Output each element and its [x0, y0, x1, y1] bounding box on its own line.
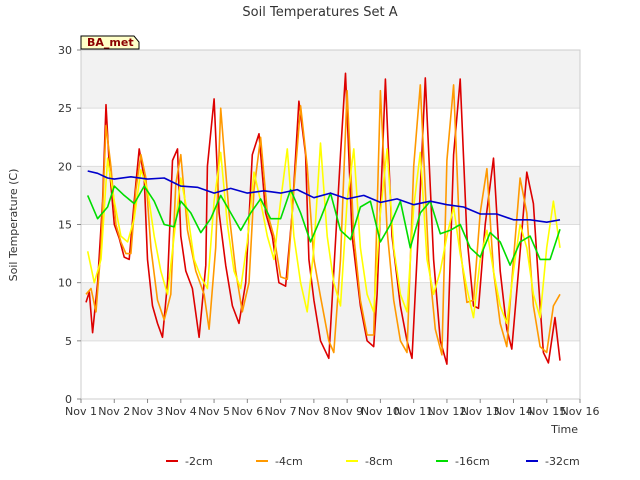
background-band	[81, 224, 580, 283]
series-line-4cmcm	[85, 84, 561, 356]
y-tick-label: 5	[65, 335, 72, 348]
y-tick-label: 10	[58, 277, 72, 290]
chart-title: Soil Temperatures Set A	[242, 5, 397, 20]
x-tick-label: Nov 13	[461, 405, 500, 418]
legend: -2cm -4cm -8cm -16cm -32cm	[166, 455, 580, 468]
x-tick-label: Nov 3	[132, 405, 164, 418]
x-tick-label: Nov 5	[198, 405, 230, 418]
station-badge-box	[80, 35, 140, 50]
x-tick-label: Nov 15	[527, 405, 566, 418]
x-tick-label: Nov 12	[427, 405, 466, 418]
x-tick-label: Nov 14	[494, 405, 533, 418]
station-badge-label: BA_met	[87, 36, 134, 49]
x-tick-label: Nov 8	[298, 405, 330, 418]
legend-label: -4cm	[275, 455, 303, 468]
background-band	[81, 50, 580, 109]
legend-label: -2cm	[185, 455, 213, 468]
x-tick-label: Nov 9	[331, 405, 363, 418]
y-tick-label: 30	[58, 44, 72, 57]
x-axis-label: Time	[550, 423, 578, 436]
x-tick-label: Nov 1	[65, 405, 97, 418]
y-tick-label: 25	[58, 102, 72, 115]
legend-label: -32cm	[545, 455, 580, 468]
y-tick-label: 15	[58, 219, 72, 232]
background-band	[81, 108, 580, 167]
station-badge: BA_met	[80, 35, 140, 50]
x-tick-label: Nov 16	[561, 405, 600, 418]
series-line-16cmcm	[86, 185, 561, 267]
background-band	[81, 340, 580, 399]
x-tick-label: Nov 2	[98, 405, 130, 418]
x-tick-label: Nov 10	[361, 405, 400, 418]
y-axis-label: Soil Temperature (C)	[7, 169, 20, 282]
x-axis-ticks: Nov 1 Nov 2 Nov 3 Nov 4 Nov 5 Nov 6 Nov 7 Nov 8…	[65, 399, 599, 418]
y-tick-label: 0	[65, 393, 72, 406]
legend-label: -8cm	[365, 455, 393, 468]
legend-label: -16cm	[455, 455, 490, 468]
x-tick-label: Nov 4	[165, 405, 197, 418]
y-axis-ticks: 0 5 10 15 20 25 30	[58, 44, 81, 406]
y-tick-label: 20	[58, 160, 72, 173]
x-tick-label: Nov 6	[231, 405, 263, 418]
series-layer	[85, 72, 561, 365]
x-tick-label: Nov 7	[265, 405, 297, 418]
series-line-32cmcm	[87, 170, 561, 223]
x-tick-label: Nov 11	[394, 405, 433, 418]
